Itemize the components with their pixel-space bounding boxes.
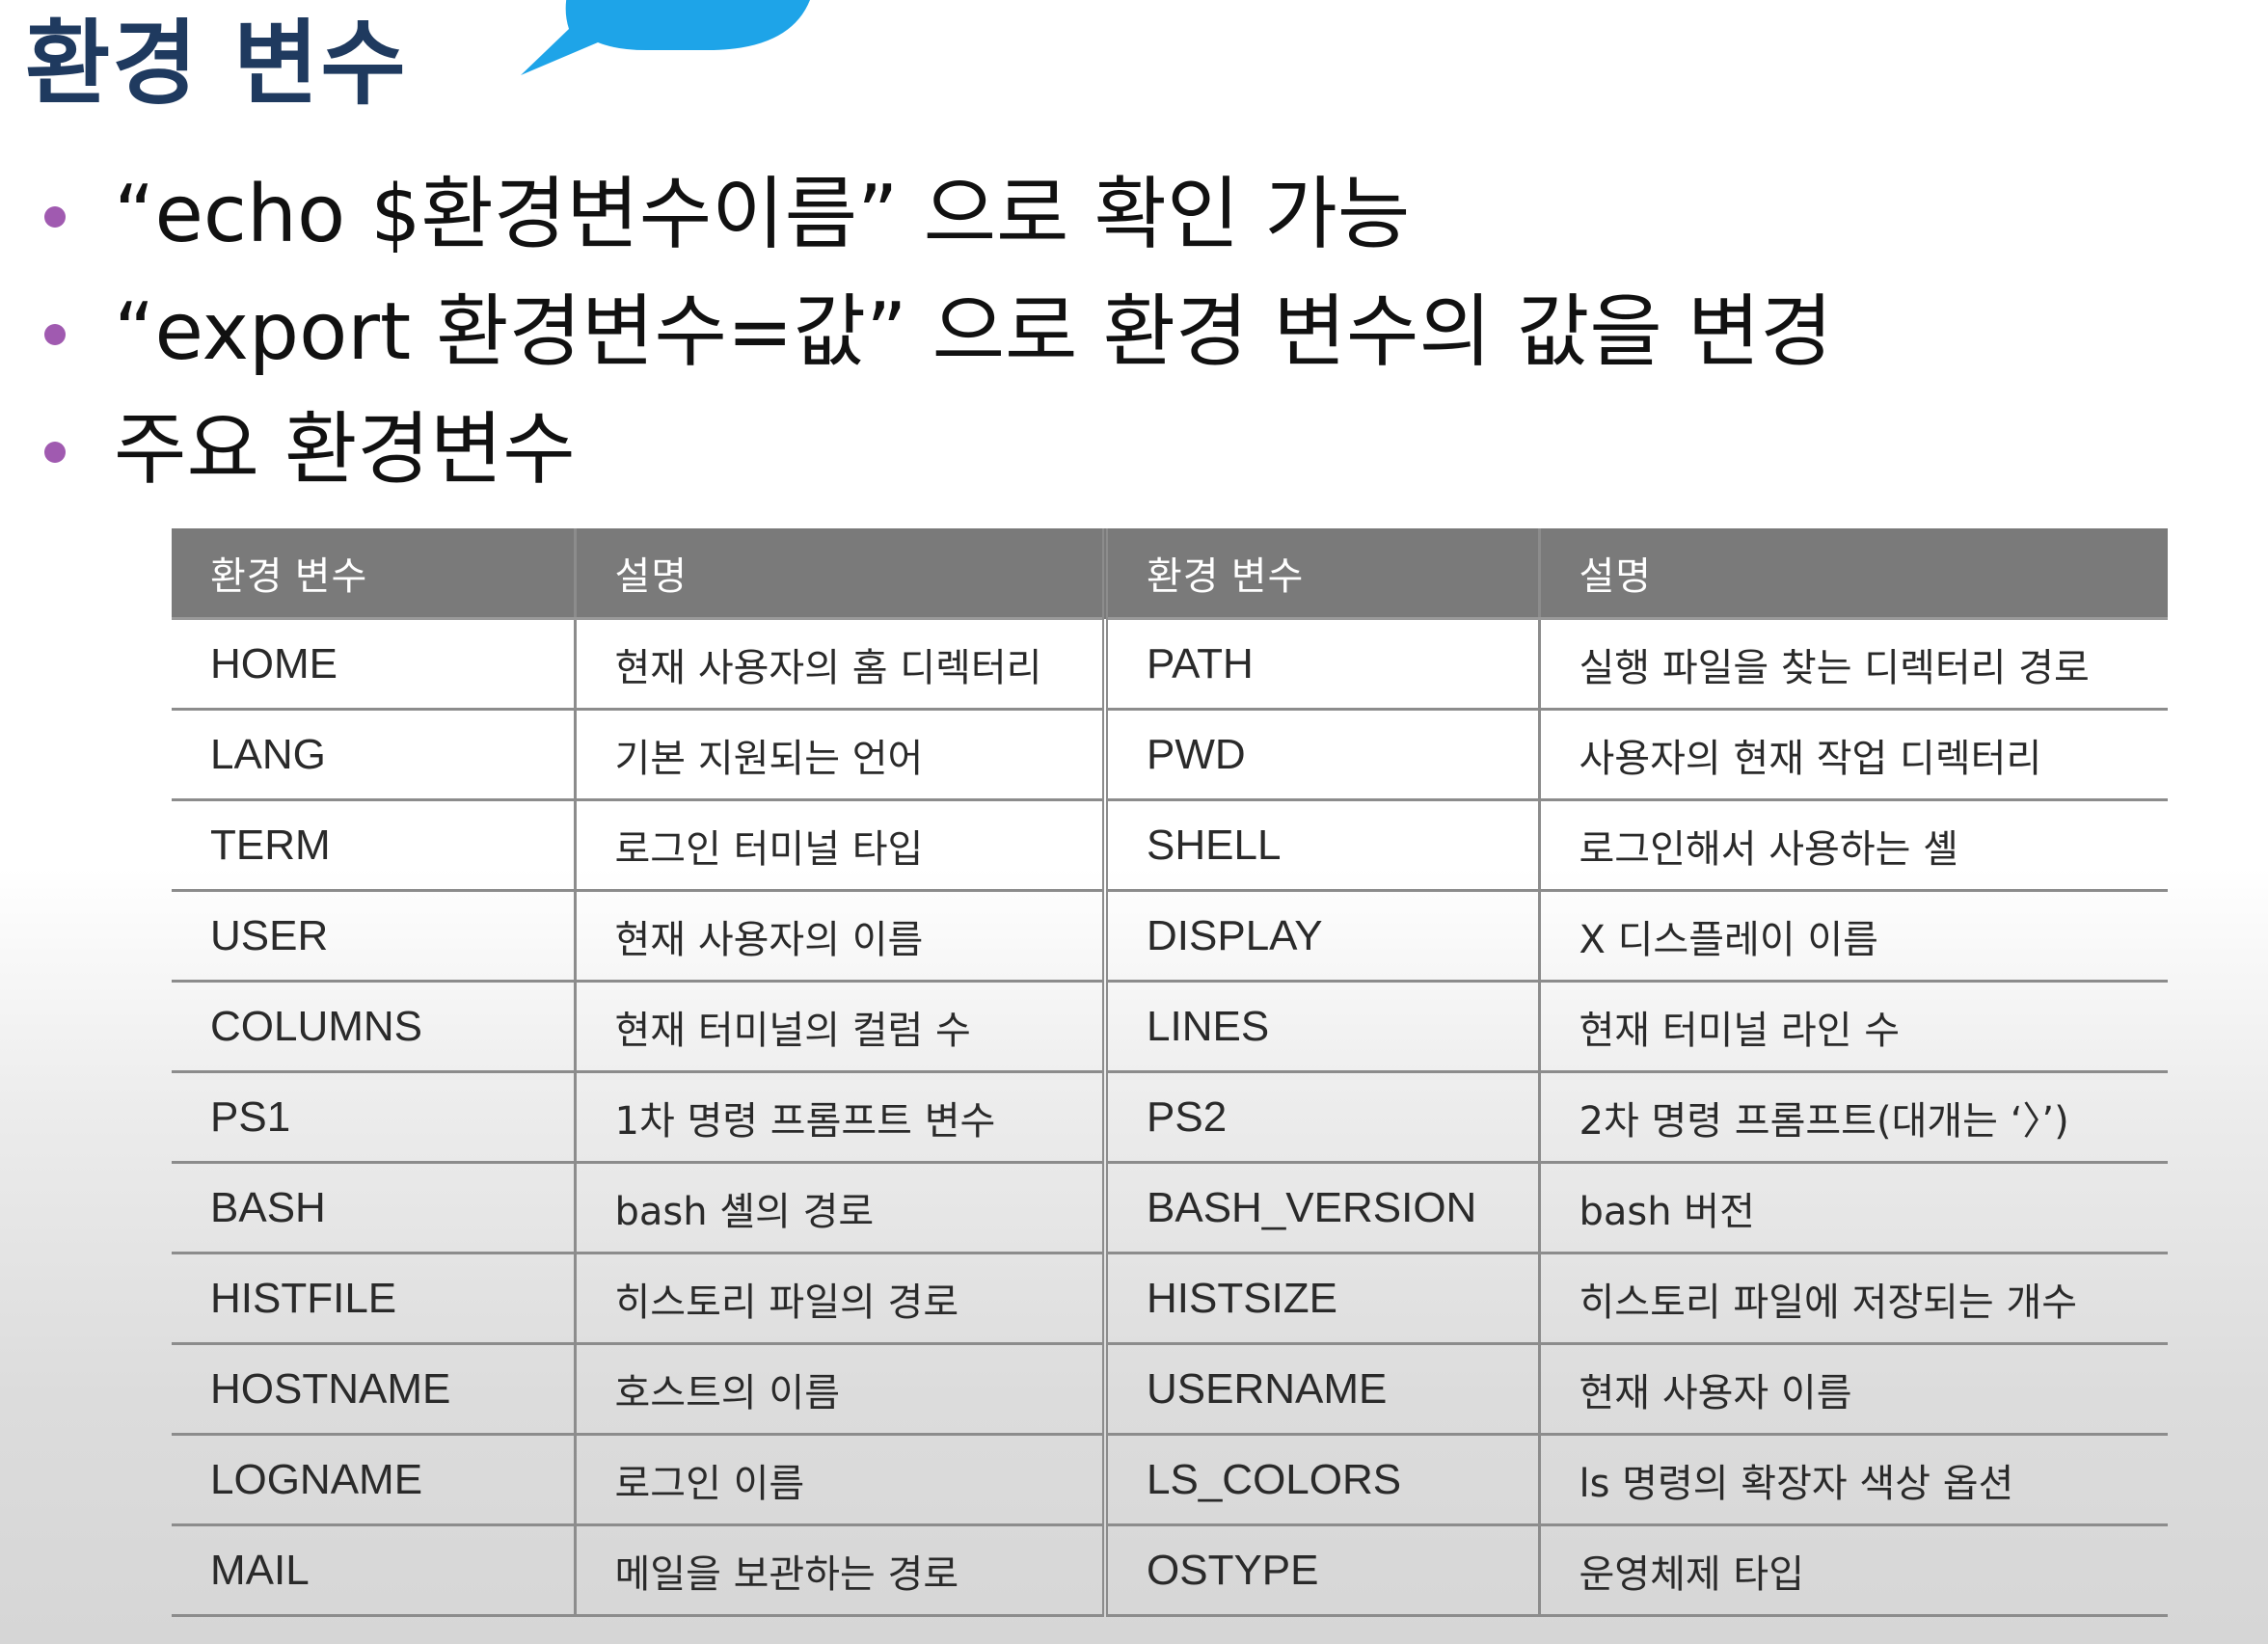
env-var-name: SHELL — [1102, 799, 1539, 892]
table-row: PS1 1차 명령 프롬프트 변수 PS2 2차 명령 프롬프트(대개는 ‘〉’… — [172, 1071, 2168, 1164]
header-env-var: 환경 변수 — [172, 528, 575, 620]
env-var-description: 현재 터미널의 컬럼 수 — [573, 981, 1105, 1073]
env-var-name: COLUMNS — [172, 981, 575, 1073]
env-var-description: 운영체제 타입 — [1537, 1524, 2168, 1617]
bullet-text: “export 환경변수=값” 으로 환경 변수의 값을 변경 — [114, 286, 1833, 378]
bullet-dot-icon — [44, 324, 66, 345]
page-title: 환경 변수 — [25, 10, 408, 118]
env-var-description: 로그인해서 사용하는 셸 — [1537, 799, 2168, 892]
table-row: USER 현재 사용자의 이름 DISPLAY X 디스플레이 이름 — [172, 890, 2168, 983]
env-var-description: ls 명령의 확장자 색상 옵션 — [1537, 1434, 2168, 1526]
bullet-item: 주요 환경변수 — [39, 391, 1833, 509]
table-row: HOME 현재 사용자의 홈 디렉터리 PATH 실행 파일을 찾는 디렉터리 … — [172, 618, 2168, 711]
env-var-name: OSTYPE — [1102, 1524, 1539, 1617]
env-var-name: LINES — [1102, 981, 1539, 1073]
env-var-name: PS1 — [172, 1071, 575, 1164]
env-var-name: LOGNAME — [172, 1434, 575, 1526]
table-row: HISTFILE 히스토리 파일의 경로 HISTSIZE 히스토리 파일에 저… — [172, 1253, 2168, 1345]
env-var-name: HOME — [172, 618, 575, 711]
table-row: LANG 기본 지원되는 언어 PWD 사용자의 현재 작업 디렉터리 — [172, 709, 2168, 801]
table-row: LOGNAME 로그인 이름 LS_COLORS ls 명령의 확장자 색상 옵… — [172, 1434, 2168, 1526]
env-var-description: 현재 사용자 이름 — [1537, 1343, 2168, 1436]
env-var-description: 현재 사용자의 이름 — [573, 890, 1105, 983]
env-var-description: 히스토리 파일의 경로 — [573, 1253, 1105, 1345]
header-description: 설명 — [1537, 528, 2168, 620]
table-row: MAIL 메일을 보관하는 경로 OSTYPE 운영체제 타입 — [172, 1524, 2168, 1617]
header-description: 설명 — [573, 528, 1105, 620]
bullet-list: “echo $환경변수이름” 으로 확인 가능 “export 환경변수=값” … — [39, 156, 1833, 509]
env-var-name: BASH — [172, 1162, 575, 1254]
bullet-text: 주요 환경변수 — [114, 404, 576, 496]
env-var-description: 메일을 보관하는 경로 — [573, 1524, 1105, 1617]
env-var-description: 기본 지원되는 언어 — [573, 709, 1105, 801]
env-var-description: bash 버전 — [1537, 1162, 2168, 1254]
env-var-name: DISPLAY — [1102, 890, 1539, 983]
env-var-name: PATH — [1102, 618, 1539, 711]
env-var-description: 로그인 터미널 타입 — [573, 799, 1105, 892]
env-var-name: PS2 — [1102, 1071, 1539, 1164]
bubble-label: 4장 5 — [579, 0, 733, 4]
env-var-description: 1차 명령 프롬프트 변수 — [573, 1071, 1105, 1164]
bullet-dot-icon — [44, 442, 66, 463]
table-header-row: 환경 변수 설명 환경 변수 설명 — [172, 528, 2168, 620]
env-var-name: HISTFILE — [172, 1253, 575, 1345]
env-var-name: BASH_VERSION — [1102, 1162, 1539, 1254]
bullet-dot-icon — [44, 206, 66, 228]
table-row: TERM 로그인 터미널 타입 SHELL 로그인해서 사용하는 셸 — [172, 799, 2168, 892]
env-var-description: 히스토리 파일에 저장되는 개수 — [1537, 1253, 2168, 1345]
bullet-item: “echo $환경변수이름” 으로 확인 가능 — [39, 156, 1833, 274]
env-var-description: 사용자의 현재 작업 디렉터리 — [1537, 709, 2168, 801]
env-var-description: 로그인 이름 — [573, 1434, 1105, 1526]
env-var-name: MAIL — [172, 1524, 575, 1617]
env-variable-table: 환경 변수 설명 환경 변수 설명 HOME 현재 사용자의 홈 디렉터리 PA… — [172, 528, 2168, 1617]
table-row: BASH bash 셸의 경로 BASH_VERSION bash 버전 — [172, 1162, 2168, 1254]
speech-bubble-icon — [521, 0, 810, 75]
env-var-description: 실행 파일을 찾는 디렉터리 경로 — [1537, 618, 2168, 711]
env-var-name: HOSTNAME — [172, 1343, 575, 1436]
env-var-description: 2차 명령 프롬프트(대개는 ‘〉’) — [1537, 1071, 2168, 1164]
env-var-description: 호스트의 이름 — [573, 1343, 1105, 1436]
env-var-name: LANG — [172, 709, 575, 801]
env-var-description: 현재 사용자의 홈 디렉터리 — [573, 618, 1105, 711]
header-env-var: 환경 변수 — [1102, 528, 1539, 620]
env-var-name: LS_COLORS — [1102, 1434, 1539, 1526]
env-var-description: bash 셸의 경로 — [573, 1162, 1105, 1254]
table-row: HOSTNAME 호스트의 이름 USERNAME 현재 사용자 이름 — [172, 1343, 2168, 1436]
bullet-item: “export 환경변수=값” 으로 환경 변수의 값을 변경 — [39, 274, 1833, 391]
env-var-name: USERNAME — [1102, 1343, 1539, 1436]
env-var-description: 현재 터미널 라인 수 — [1537, 981, 2168, 1073]
bullet-text: “echo $환경변수이름” 으로 확인 가능 — [114, 169, 1411, 260]
env-var-description: X 디스플레이 이름 — [1537, 890, 2168, 983]
table-row: COLUMNS 현재 터미널의 컬럼 수 LINES 현재 터미널 라인 수 — [172, 981, 2168, 1073]
env-var-name: HISTSIZE — [1102, 1253, 1539, 1345]
env-var-name: PWD — [1102, 709, 1539, 801]
env-var-name: USER — [172, 890, 575, 983]
env-var-name: TERM — [172, 799, 575, 892]
table-body: HOME 현재 사용자의 홈 디렉터리 PATH 실행 파일을 찾는 디렉터리 … — [172, 618, 2168, 1617]
